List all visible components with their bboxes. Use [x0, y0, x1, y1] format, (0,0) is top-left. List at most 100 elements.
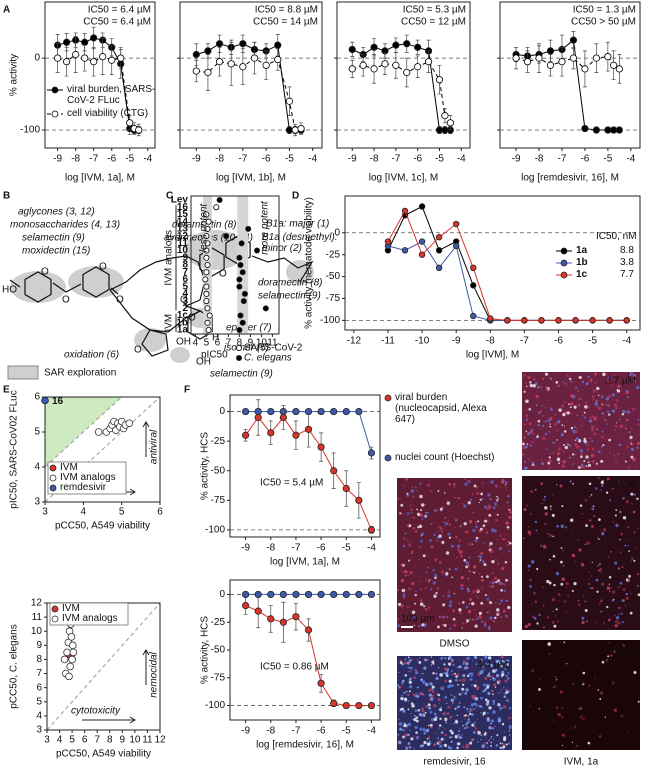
x-tick-label: -5 — [435, 154, 444, 165]
micrograph-speckle — [527, 622, 531, 627]
micrograph-speckle — [472, 738, 474, 741]
micrograph-speckle — [433, 662, 435, 664]
micrograph-speckle — [429, 588, 433, 591]
micrograph-speckle — [632, 510, 636, 514]
data-point — [569, 36, 578, 44]
micrograph-speckle — [581, 388, 583, 390]
x-tick-label: 6 — [215, 338, 221, 349]
y-tick-label: 9 — [36, 640, 42, 651]
spiroketal-ring — [199, 247, 225, 277]
micrograph-speckle — [468, 519, 473, 524]
micrograph-speckle — [622, 644, 625, 647]
micrograph-speckle — [581, 616, 585, 620]
micrograph-speckle — [458, 610, 462, 615]
micrograph-speckle — [484, 655, 488, 659]
micrograph-speckle — [443, 664, 446, 666]
micrograph-speckle — [471, 684, 473, 686]
data-point — [192, 50, 200, 59]
micrograph-speckle — [624, 427, 627, 430]
micrograph-speckle — [611, 409, 616, 413]
micrograph-speckle — [438, 534, 442, 538]
micrograph-speckle — [588, 571, 590, 573]
micrograph-speckle — [468, 672, 471, 675]
micrograph-speckle — [559, 690, 563, 694]
micrograph-speckle — [427, 580, 431, 583]
data-point — [330, 467, 338, 475]
micrograph-speckle — [400, 568, 403, 571]
panel-label: B — [3, 191, 10, 202]
legend-title: IC50, nM — [596, 231, 637, 242]
micrograph-speckle — [502, 705, 507, 709]
micrograph-speckle — [613, 454, 615, 456]
micrograph-speckle — [450, 731, 454, 735]
micrograph-speckle — [497, 497, 500, 500]
micrograph-speckle — [433, 712, 437, 716]
micrograph-speckle — [451, 684, 454, 688]
micrograph-speckle — [527, 432, 531, 436]
micrograph-speckle — [465, 605, 469, 609]
micrograph-speckle — [428, 579, 431, 581]
micrograph-speckle — [411, 659, 414, 661]
micrograph-speckle — [561, 505, 564, 508]
category-label: 2 — [182, 303, 188, 314]
micrograph-speckle — [423, 515, 426, 518]
micrograph-speckle — [585, 455, 589, 459]
micrograph-speckle — [523, 537, 525, 539]
micrograph-speckle — [480, 669, 484, 673]
micrograph-speckle — [552, 554, 556, 558]
micrograph-speckle — [498, 581, 501, 584]
data-point — [370, 43, 378, 51]
micrograph-speckle — [600, 691, 604, 695]
micrograph-speckle — [469, 498, 473, 501]
micrograph-speckle — [496, 499, 499, 502]
micrograph-speckle — [477, 731, 481, 735]
micrograph-speckle — [482, 603, 485, 605]
micrograph-speckle — [541, 586, 544, 589]
micrograph-speckle — [433, 533, 436, 537]
micrograph-speckle — [636, 497, 639, 500]
micrograph-speckle — [492, 738, 495, 740]
micrograph-speckle — [425, 705, 429, 708]
micrograph-speckle — [612, 521, 614, 523]
micrograph-speckle — [492, 700, 496, 703]
micrograph-speckle — [560, 433, 564, 437]
micrograph-speckle — [489, 546, 491, 548]
micrograph-speckle — [409, 660, 411, 662]
micrograph-speckle — [428, 688, 432, 692]
micrograph-speckle — [637, 418, 640, 421]
category-label: 14 — [177, 216, 189, 227]
micrograph-speckle — [627, 545, 630, 547]
micrograph-speckle — [541, 462, 545, 466]
structure-label: doramectin (8) — [258, 278, 322, 289]
micrograph-speckle — [467, 609, 472, 614]
micrograph-speckle — [615, 509, 618, 511]
micrograph-speckle — [538, 708, 540, 710]
micrograph-speckle — [496, 538, 499, 541]
x-tick-label: -9 — [348, 154, 357, 165]
micrograph-speckle — [432, 568, 435, 572]
y-tick-label: -25 — [211, 617, 226, 628]
micrograph-speckle — [427, 724, 430, 727]
micrograph-speckle — [617, 586, 620, 589]
micrograph-speckle — [548, 466, 552, 470]
micrograph-speckle — [410, 737, 414, 741]
x-tick-label: -12 — [347, 336, 362, 347]
category-label: 3 — [182, 296, 188, 307]
micrograph-speckle — [588, 441, 591, 444]
micrograph-speckle — [613, 708, 618, 712]
structure-label: selamectin (9) — [258, 291, 321, 302]
micrograph-speckle — [485, 736, 487, 738]
category-label: 16 — [177, 202, 189, 213]
micrograph-speckle — [476, 718, 479, 721]
micrograph-speckle — [410, 489, 415, 493]
micrograph-speckle — [484, 687, 488, 691]
micrograph-speckle — [467, 720, 471, 724]
micrograph-speckle — [560, 560, 563, 564]
data-point — [236, 276, 243, 283]
micrograph-speckle — [521, 445, 526, 450]
micrograph-speckle — [591, 447, 595, 451]
micrograph-speckle — [555, 679, 558, 681]
micrograph-speckle — [570, 518, 574, 522]
micrograph-speckle — [540, 482, 543, 485]
x-tick-label: -7 — [238, 154, 247, 165]
